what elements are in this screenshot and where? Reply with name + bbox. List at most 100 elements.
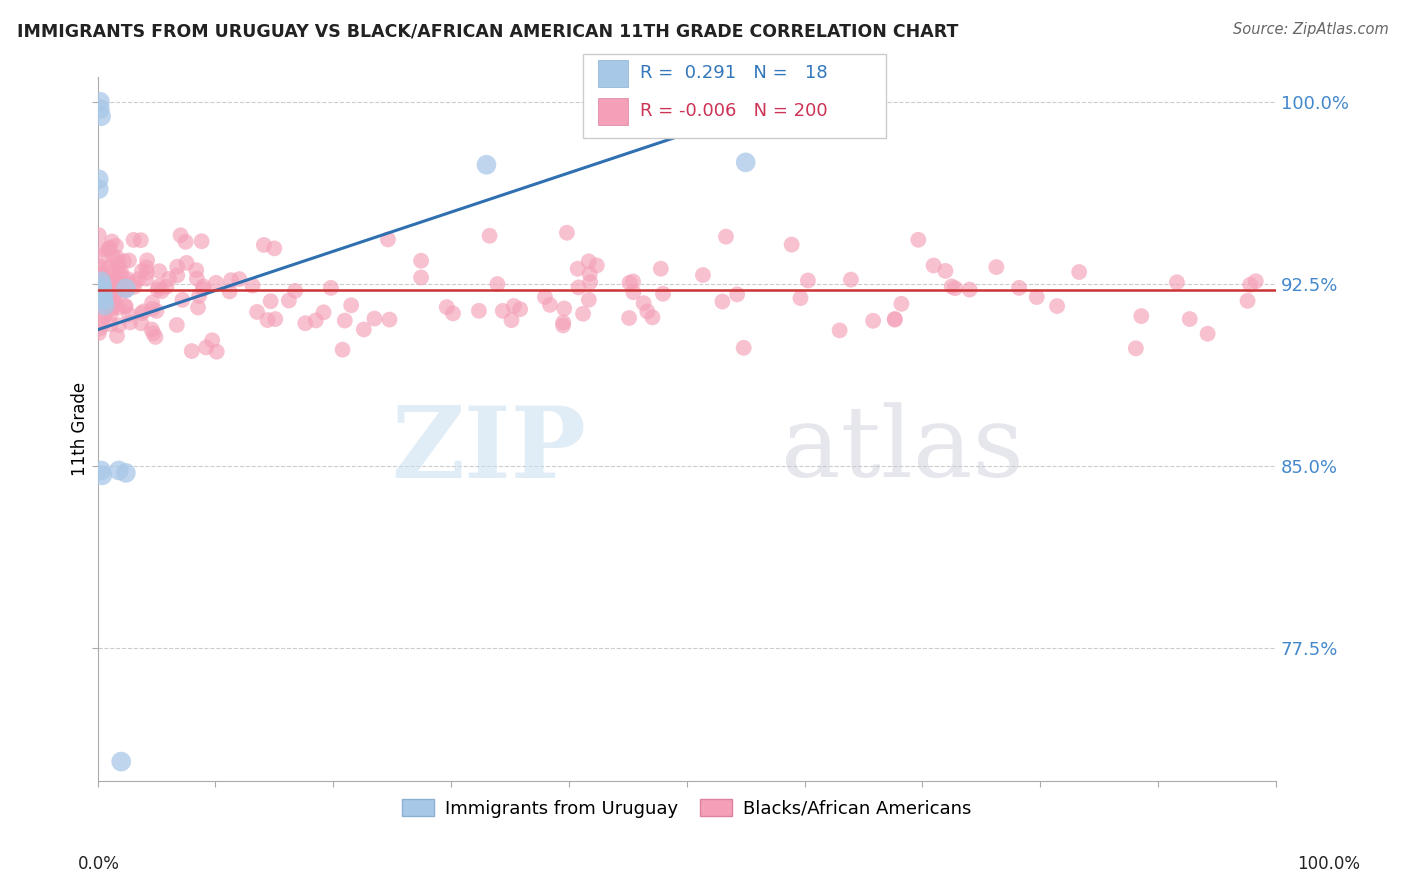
Point [107,272,129,286]
Point [585,259,607,273]
Point [118,308,141,322]
Point [146,283,169,297]
Point [114,282,136,296]
Point [166,260,188,274]
Point [941,279,963,293]
Point [193,279,215,293]
Point [100,274,122,288]
Point [195,341,218,355]
Point [97,286,120,301]
Point [475,158,498,172]
Point [169,228,191,243]
Point [114,299,136,313]
Point [725,287,748,301]
Point [711,294,734,309]
Point [103,292,125,306]
Point [277,293,299,308]
Point [96,274,118,288]
Point [191,282,214,296]
Point [100,301,122,316]
Point [242,278,264,293]
Point [959,283,981,297]
Point [90,296,112,310]
Point [122,276,145,290]
Point [436,300,458,314]
Point [862,314,884,328]
Point [97,277,120,292]
Point [91,297,114,311]
Point [135,260,157,275]
Point [90,292,112,306]
Point [97,242,120,256]
Point [90,271,112,285]
Point [1069,265,1091,279]
Point [253,238,276,252]
Point [578,254,600,268]
Text: R =  0.291   N =   18: R = 0.291 N = 18 [640,64,827,82]
Point [115,466,138,480]
Point [1125,341,1147,355]
Point [294,316,316,330]
Point [90,267,112,281]
Point [264,312,287,326]
Point [486,277,509,291]
Point [409,253,432,268]
Point [98,292,121,306]
Point [263,241,285,255]
Point [166,268,188,283]
Point [120,315,142,329]
Point [87,228,110,243]
Point [131,306,153,320]
Text: ZIP: ZIP [392,401,586,499]
Point [1046,299,1069,313]
Point [91,468,114,483]
Point [91,279,114,293]
Point [117,272,139,286]
Point [145,304,167,318]
Point [377,232,399,246]
Point [186,271,208,285]
Point [105,251,128,265]
Point [111,269,134,284]
Point [94,276,117,290]
Point [492,304,515,318]
Point [641,310,664,325]
Point [534,290,557,304]
Point [97,287,120,301]
Point [107,256,129,270]
Point [553,315,575,329]
Point [141,301,163,316]
Point [150,284,173,298]
Point [104,289,127,303]
Text: IMMIGRANTS FROM URUGUAY VS BLACK/AFRICAN AMERICAN 11TH GRADE CORRELATION CHART: IMMIGRANTS FROM URUGUAY VS BLACK/AFRICAN… [17,22,959,40]
Point [228,272,250,286]
Point [501,313,523,327]
Point [890,297,912,311]
Point [780,237,803,252]
Point [246,305,269,319]
Point [87,326,110,340]
Point [93,293,115,308]
Point [714,229,737,244]
Point [90,109,112,123]
Point [1244,274,1267,288]
Point [409,270,432,285]
Point [89,95,111,109]
Point [107,262,129,277]
Point [127,272,149,286]
Point [101,235,124,249]
Point [468,303,491,318]
Point [633,296,655,310]
Point [118,253,141,268]
Point [108,463,131,477]
Point [112,276,135,290]
Point [284,284,307,298]
Point [619,276,641,290]
Point [89,290,111,304]
Point [97,260,120,275]
Point [378,312,401,326]
Point [89,259,111,273]
Point [180,344,202,359]
Point [259,294,281,309]
Point [174,235,197,249]
